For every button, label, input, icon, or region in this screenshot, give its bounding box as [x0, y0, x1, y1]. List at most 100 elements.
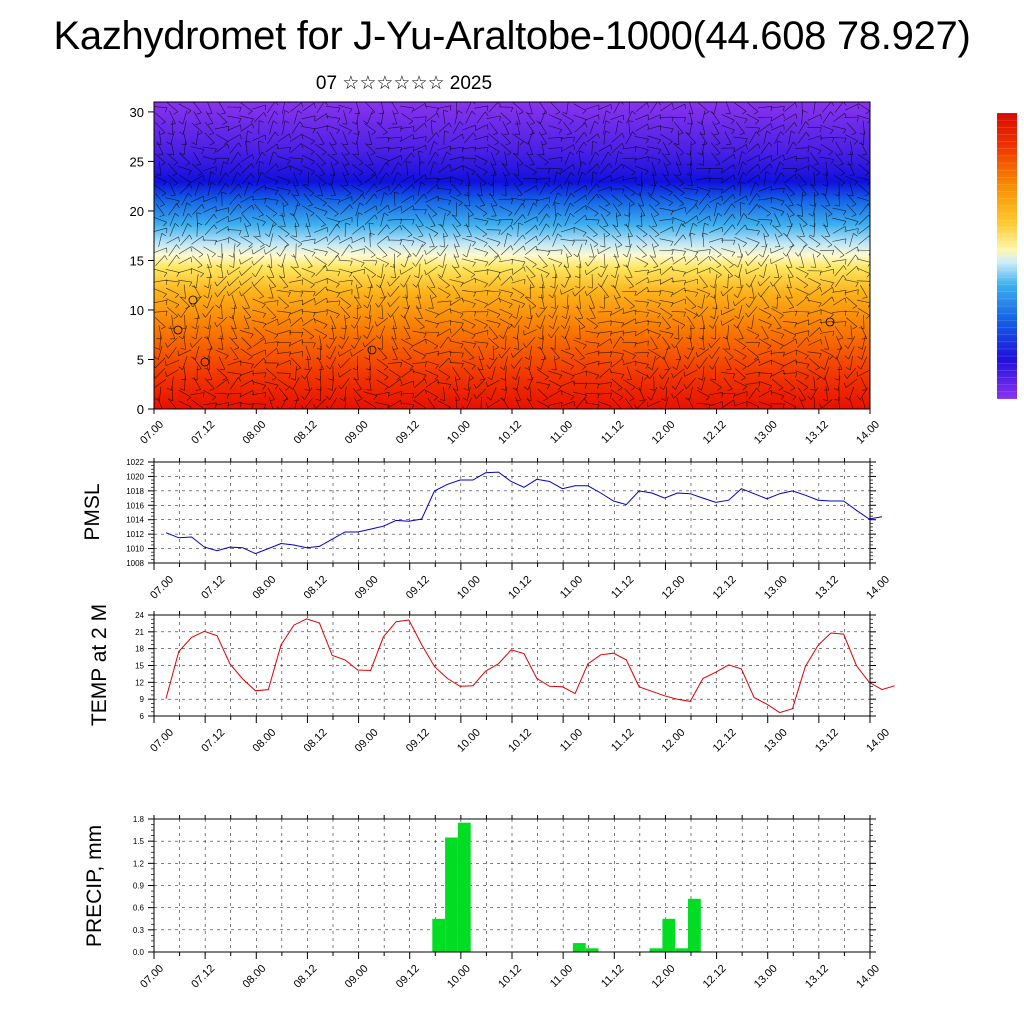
wind-barb-flag	[276, 348, 279, 354]
wind-barb-flag	[756, 387, 760, 393]
wind-barb-flag	[412, 175, 415, 181]
wind-barb	[252, 298, 266, 305]
wind-barb-flag	[289, 212, 294, 217]
wind-barb	[477, 366, 485, 380]
wind-barb	[758, 186, 772, 192]
wind-barb-flag	[857, 346, 863, 350]
wind-barb	[538, 203, 548, 215]
wind-barb-flag	[572, 291, 576, 297]
wind-barb	[701, 376, 706, 391]
wind-barb	[154, 317, 166, 328]
wind-barb	[155, 255, 166, 267]
wind-barb-flag	[621, 133, 625, 138]
wind-barb-flag	[424, 122, 427, 128]
wind-barb-flag	[562, 306, 568, 309]
wind-barb-flag	[172, 410, 177, 412]
wind-barb	[315, 286, 327, 297]
wind-barb	[368, 376, 372, 391]
wind-barb-flag	[777, 234, 783, 238]
wind-barb-flag	[424, 174, 427, 180]
wind-barb	[192, 204, 203, 215]
wind-barb-flag	[559, 168, 563, 174]
wind-barb	[449, 165, 464, 172]
wind-barb-flag	[485, 261, 489, 267]
wind-barb	[413, 378, 425, 389]
wind-barb	[686, 132, 696, 144]
wind-barb-flag	[535, 235, 538, 241]
wind-barb	[266, 275, 277, 287]
wind-barb-flag	[446, 294, 451, 299]
wind-barb	[624, 275, 634, 287]
wind-barb	[158, 345, 163, 360]
wind-barb	[527, 376, 534, 391]
wind-barb	[537, 235, 549, 246]
wind-barb-flag	[304, 368, 310, 371]
wind-barb	[369, 366, 371, 381]
wind-barb	[243, 295, 250, 309]
wind-barb-flag	[337, 271, 341, 277]
wind-barb	[227, 134, 241, 142]
wind-barb-flag	[832, 356, 838, 360]
wind-barb	[825, 171, 828, 186]
wind-barb-flag	[189, 343, 193, 348]
wind-barb	[157, 141, 164, 155]
wind-barb	[529, 386, 532, 401]
wind-barb	[412, 136, 427, 140]
wind-barb	[195, 325, 199, 340]
wind-barb-flag	[374, 183, 378, 189]
wind-barb	[265, 143, 278, 153]
wind-barb-flag	[356, 389, 362, 391]
wind-barb-flag	[396, 253, 401, 258]
wind-barb-flag	[369, 232, 375, 235]
wind-barb	[758, 155, 772, 162]
wind-barb	[406, 161, 408, 176]
wind-barb-flag	[765, 171, 771, 175]
wind-barb	[215, 238, 229, 243]
wind-barb	[425, 360, 439, 366]
wind-barb	[437, 400, 451, 408]
wind-barb-flag	[495, 151, 500, 156]
wind-barb	[192, 337, 203, 348]
wind-barb	[636, 398, 647, 409]
wind-barb	[773, 172, 782, 185]
wind-barb-flag	[512, 387, 518, 391]
wind-barb-flag	[423, 193, 427, 199]
wind-barb-flag	[499, 115, 501, 122]
wind-barb-flag	[462, 397, 468, 401]
wind-barb-flag	[498, 275, 501, 281]
wind-barb-flag	[313, 291, 316, 297]
wind-barb	[487, 399, 500, 408]
wind-barb	[552, 192, 558, 206]
wind-barb-flag	[795, 113, 798, 119]
wind-barb-flag	[647, 277, 649, 283]
wind-barb-flag	[665, 347, 671, 350]
wind-barb	[798, 387, 807, 400]
wind-barb	[550, 347, 560, 359]
wind-barb	[154, 357, 166, 369]
wind-barb	[315, 265, 326, 277]
pmsl-xtick-label: 09.00	[353, 574, 381, 602]
wind-barb-flag	[310, 171, 315, 176]
wind-barb	[760, 295, 770, 308]
wind-barb	[356, 120, 359, 135]
wind-barb	[689, 102, 694, 114]
wind-barb-flag	[659, 279, 662, 285]
wind-barb-flag	[316, 348, 322, 350]
wind-barb	[184, 376, 186, 391]
wind-barb	[587, 254, 597, 267]
wind-barb-flag	[370, 254, 376, 258]
wind-barb	[268, 264, 275, 278]
wind-barb-flag	[307, 204, 313, 207]
wind-barb	[538, 306, 548, 318]
wind-barb-flag	[359, 172, 364, 176]
wind-barb	[253, 235, 265, 245]
wind-barb	[465, 102, 472, 114]
wind-barb	[240, 246, 253, 255]
wind-barb-flag	[637, 225, 643, 227]
wind-barb-flag	[452, 410, 457, 411]
wind-barb-flag	[450, 308, 452, 314]
wind-barb	[400, 195, 414, 204]
wind-barb-flag	[568, 181, 574, 185]
wind-barb-flag	[608, 163, 612, 168]
wind-barb	[727, 325, 729, 340]
